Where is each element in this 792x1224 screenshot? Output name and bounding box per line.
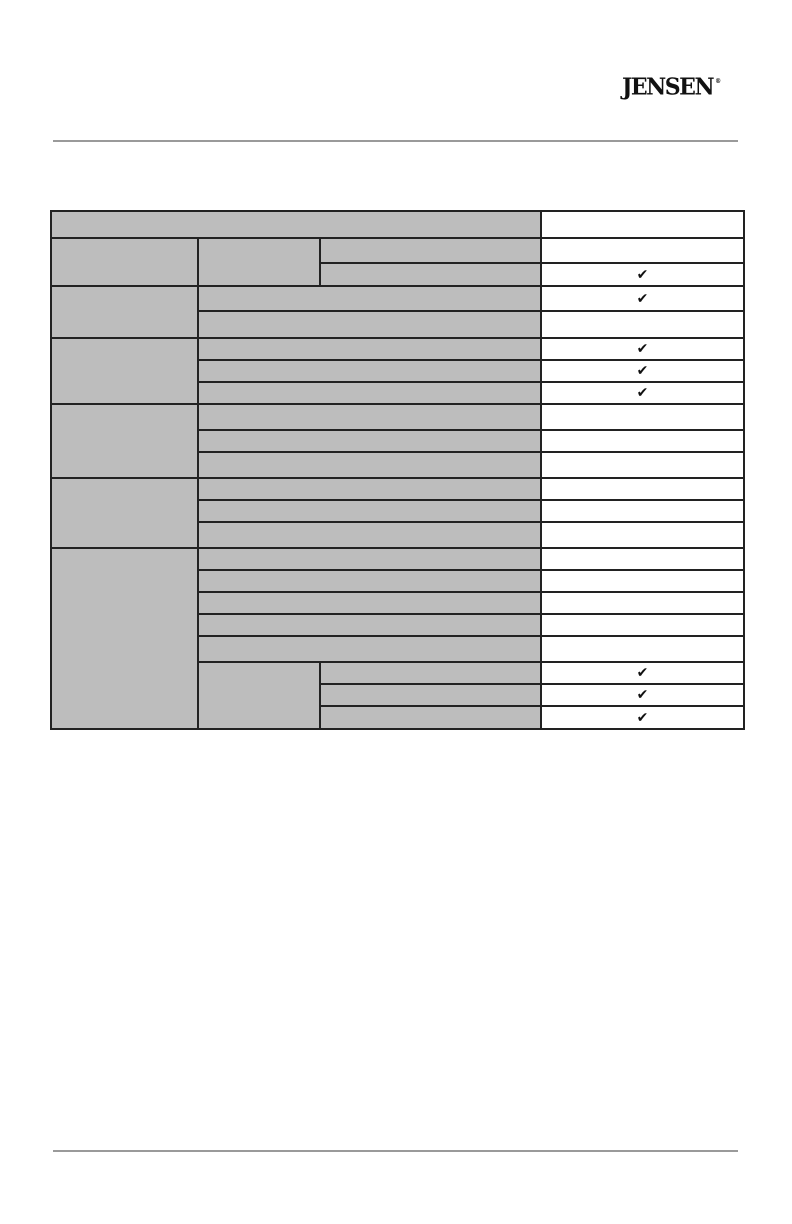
check-mark-icon: ✔	[636, 341, 649, 357]
feature-label	[319, 661, 542, 685]
feature-label	[197, 381, 542, 405]
feature-value: ✔	[540, 359, 745, 383]
check-mark-icon: ✔	[636, 665, 649, 681]
group-label	[50, 547, 199, 730]
feature-value	[540, 429, 745, 453]
check-mark-icon: ✔	[636, 290, 649, 307]
feature-value	[540, 547, 745, 571]
check-mark-icon: ✔	[636, 709, 649, 726]
feature-value: ✔	[540, 683, 745, 707]
subgroup-label	[197, 237, 321, 287]
feature-value	[540, 591, 745, 615]
feature-label	[197, 285, 542, 312]
feature-value	[540, 403, 745, 431]
footer-rule	[53, 1150, 738, 1152]
feature-value	[540, 237, 745, 264]
feature-value	[540, 499, 745, 523]
feature-label	[197, 337, 542, 361]
feature-label	[197, 613, 542, 637]
jensen-logo: JENSEN ®	[622, 73, 722, 101]
feature-value: ✔	[540, 337, 745, 361]
feature-value: ✔	[540, 381, 745, 405]
feature-label	[197, 499, 542, 523]
group-label	[50, 477, 199, 549]
check-mark-icon: ✔	[636, 385, 649, 401]
group-label	[50, 237, 199, 287]
feature-value	[540, 635, 745, 663]
group-label	[50, 337, 199, 405]
registered-mark: ®	[715, 77, 722, 85]
feature-label	[319, 705, 542, 730]
feature-value	[540, 569, 745, 593]
feature-label	[319, 237, 542, 264]
feature-value: ✔	[540, 705, 745, 730]
feature-label	[197, 521, 542, 549]
feature-label	[197, 635, 542, 663]
feature-label	[197, 451, 542, 479]
feature-label	[319, 262, 542, 287]
header-rule	[53, 140, 738, 142]
feature-label	[197, 310, 542, 339]
feature-value: ✔	[540, 285, 745, 312]
feature-value: ✔	[540, 262, 745, 287]
feature-label	[319, 683, 542, 707]
table-header-value	[540, 210, 745, 239]
feature-value	[540, 613, 745, 637]
subgroup-label	[197, 661, 321, 730]
feature-value: ✔	[540, 661, 745, 685]
feature-value	[540, 451, 745, 479]
feature-value	[540, 310, 745, 339]
check-mark-icon: ✔	[636, 687, 649, 703]
table-header-label	[50, 210, 542, 239]
feature-label	[197, 359, 542, 383]
logo-text: JENSEN	[622, 73, 715, 101]
feature-label	[197, 569, 542, 593]
feature-label	[197, 429, 542, 453]
check-mark-icon: ✔	[636, 363, 649, 379]
feature-label	[197, 403, 542, 431]
group-label	[50, 285, 199, 339]
group-label	[50, 403, 199, 479]
check-mark-icon: ✔	[636, 266, 649, 283]
feature-value	[540, 477, 745, 501]
feature-label	[197, 591, 542, 615]
feature-label	[197, 547, 542, 571]
feature-value	[540, 521, 745, 549]
feature-label	[197, 477, 542, 501]
